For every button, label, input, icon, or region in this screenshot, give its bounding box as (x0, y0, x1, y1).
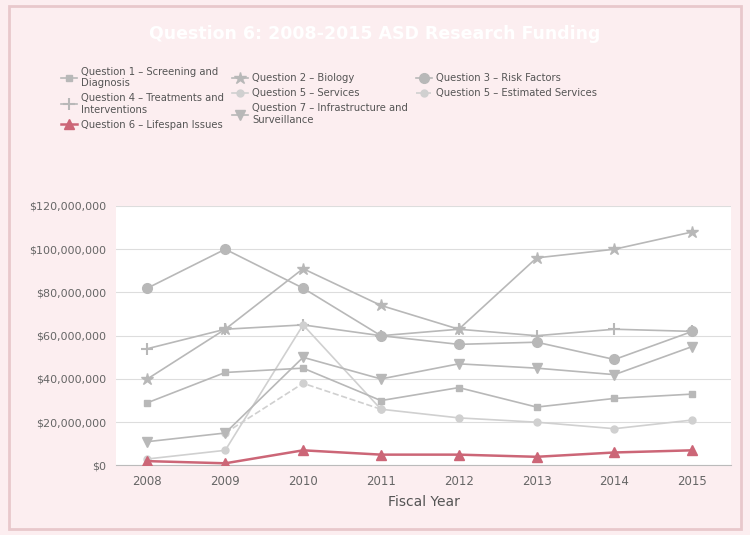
Legend: Question 1 – Screening and
Diagnosis, Question 4 – Treatments and
Interventions,: Question 1 – Screening and Diagnosis, Qu… (62, 66, 597, 129)
X-axis label: Fiscal Year: Fiscal Year (388, 495, 460, 509)
Text: Question 6: 2008-2015 ASD Research Funding: Question 6: 2008-2015 ASD Research Fundi… (149, 25, 601, 43)
